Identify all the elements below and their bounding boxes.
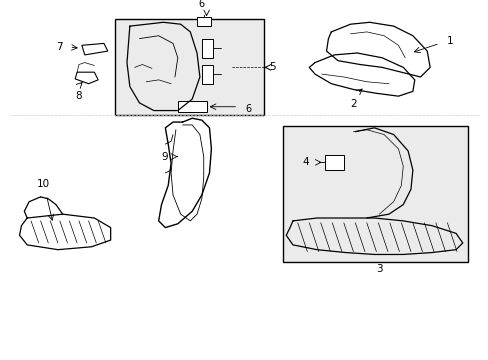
Bar: [115, 19, 264, 115]
Bar: [197, 17, 211, 26]
Bar: [202, 64, 213, 84]
Text: 2: 2: [349, 99, 356, 109]
Bar: [283, 126, 467, 262]
Text: 7: 7: [56, 42, 62, 52]
Text: 3: 3: [375, 264, 382, 274]
Bar: [202, 39, 213, 58]
Bar: [324, 155, 343, 170]
Text: 5: 5: [268, 62, 275, 72]
Text: 6: 6: [244, 104, 251, 114]
Text: 1: 1: [446, 36, 452, 46]
Text: 6: 6: [198, 0, 204, 9]
Text: 10: 10: [37, 179, 50, 189]
Text: 8: 8: [76, 91, 82, 102]
Bar: [178, 101, 206, 112]
Text: 9: 9: [161, 152, 168, 162]
Text: 4: 4: [302, 157, 308, 167]
